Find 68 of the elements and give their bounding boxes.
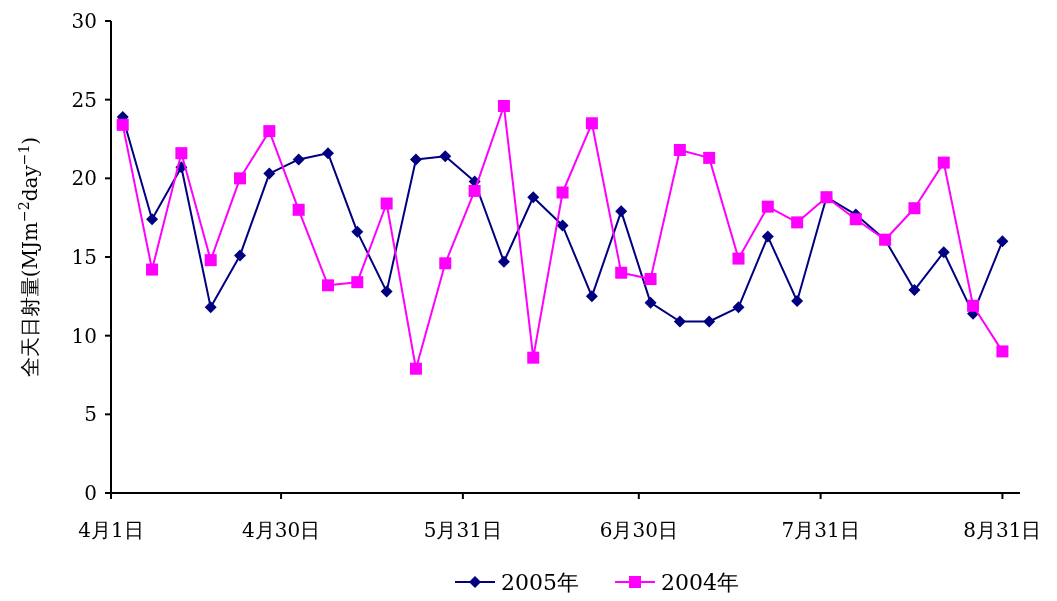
point [527,191,540,204]
y-tick-label: 0 [84,481,97,505]
point [673,315,686,328]
point [116,118,129,131]
point [732,301,745,314]
point [321,279,334,292]
legend-label: 2004年 [661,570,739,595]
legend-label: 2005年 [501,570,579,595]
point [761,200,774,213]
x-tick-label: 4月30日 [241,518,321,542]
point [703,151,716,164]
y-tick-label: 25 [71,87,97,112]
point [908,202,921,215]
point [234,172,247,185]
point [967,299,980,312]
point [439,257,452,270]
point [556,186,569,199]
x-tick-label: 8月31日 [963,518,1042,542]
point [556,219,569,232]
point [996,235,1009,248]
point [146,213,159,226]
point [351,276,364,289]
x-tick-label: 6月30日 [599,518,678,542]
point [937,246,950,259]
point [761,230,774,243]
point [292,153,305,166]
y-tick-label: 10 [71,323,97,348]
point [380,197,393,210]
point [996,345,1009,358]
y-tick-label: 30 [71,9,97,33]
point [908,284,921,297]
point [409,153,422,166]
point [439,150,452,163]
point [175,147,188,160]
point [292,203,305,216]
point [644,273,657,286]
x-tick-label: 7月31日 [781,518,860,542]
point [234,249,247,262]
point [703,315,716,328]
point [380,285,393,298]
x-tick-label: 5月31日 [423,518,502,542]
point [937,156,950,169]
point [732,252,745,265]
point [615,205,628,218]
point [321,147,334,160]
point [263,125,276,138]
point [849,213,862,226]
point [497,255,510,268]
point [585,117,598,130]
point [204,301,217,314]
point [615,266,628,279]
x-tick-label: 4月1日 [78,518,144,542]
y-tick-label: 5 [84,402,97,427]
point [791,216,804,229]
point [673,144,686,157]
point [409,362,422,375]
point [644,296,657,309]
point [204,254,217,267]
y-tick-label: 20 [71,166,97,191]
point [146,263,159,276]
point [468,184,481,197]
point [791,295,804,308]
point [585,290,598,303]
y-tick-label: 15 [71,245,97,269]
point [263,167,276,180]
point [351,225,364,238]
point [497,99,510,112]
point [527,351,540,364]
